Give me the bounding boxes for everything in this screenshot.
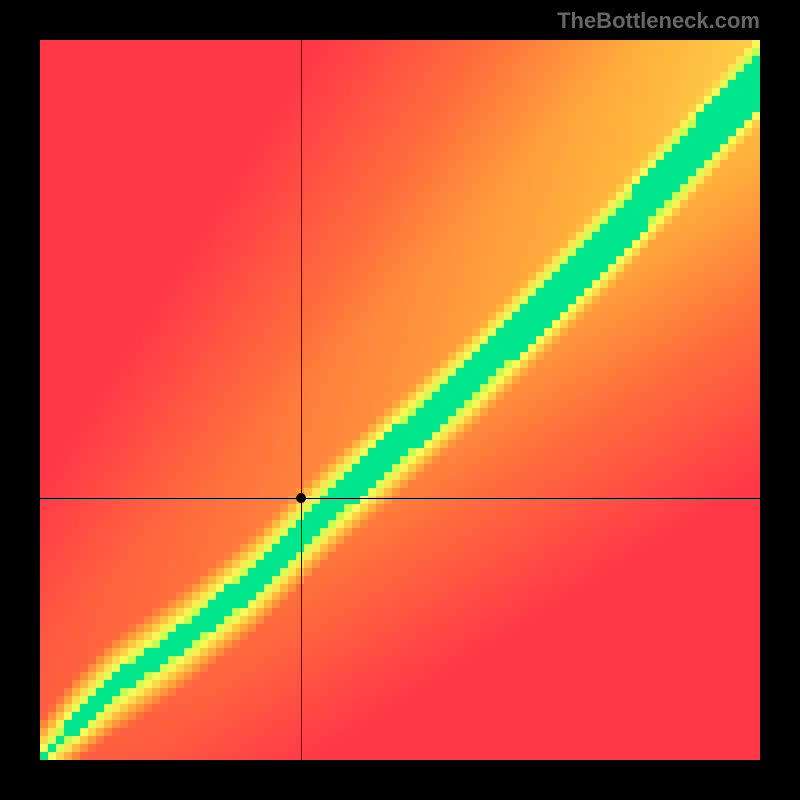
- heatmap-canvas: [40, 40, 760, 760]
- crosshair-marker[interactable]: [296, 493, 306, 503]
- heatmap-plot: [40, 40, 760, 760]
- watermark-text: TheBottleneck.com: [557, 8, 760, 34]
- crosshair-vertical: [301, 40, 302, 760]
- crosshair-horizontal: [40, 498, 760, 499]
